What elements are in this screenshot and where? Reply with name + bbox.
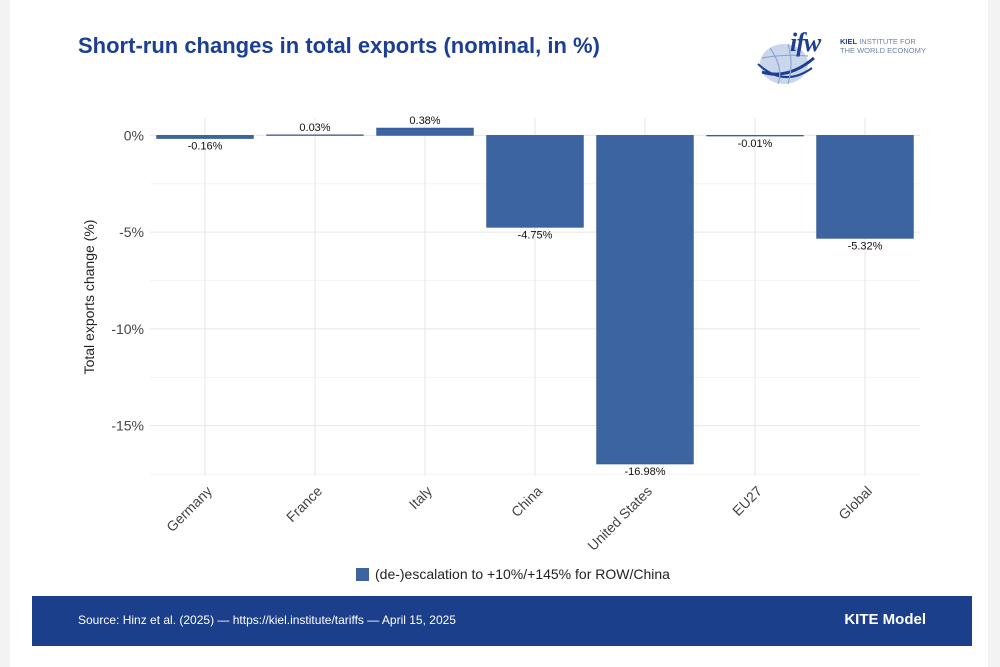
footer-source: Source: Hinz et al. (2025) — https://kie… [78,613,456,627]
y-tick-label: -10% [111,321,144,337]
footer-bar: Source: Hinz et al. (2025) — https://kie… [32,596,972,646]
data-label: -4.75% [518,229,553,241]
x-tick-label: Global [835,483,875,523]
y-tick-label: -15% [111,418,144,434]
logo-wordmark: ifw [790,28,821,57]
data-label: 0.03% [299,122,330,134]
chart-card [10,0,988,667]
chart-title: Short-run changes in total exports (nomi… [78,33,600,58]
bar [266,134,364,136]
x-tick-label: EU27 [729,483,765,519]
x-tick-label: Germany [163,483,215,535]
x-tick-label: France [283,483,325,525]
data-label: 0.38% [409,115,440,127]
bar [486,135,584,228]
data-label: -5.32% [848,240,883,252]
bar [596,135,694,465]
logo-line1-bold: KIEL [840,37,858,46]
data-label: -16.98% [625,466,666,478]
legend-swatch [356,567,369,581]
x-tick-label: United States [584,483,655,554]
legend-label: (de-)escalation to +10%/+145% for ROW/Ch… [375,566,670,582]
globe-icon [757,43,815,85]
bar [816,135,914,239]
bar [706,135,804,137]
logo-line1: INSTITUTE FOR [859,37,916,46]
y-axis-label: Total exports change (%) [81,220,97,375]
bar-chart: 0% -5% -10% -15% Total exports change (%) -0.… [81,115,920,554]
data-label: -0.16% [188,141,223,153]
logo-subtitle: KIEL INSTITUTE FOR THE WORLD ECONOMY [840,37,926,55]
y-tick-label: 0% [124,127,144,143]
logo-line2: THE WORLD ECONOMY [840,46,926,55]
chart-legend: (de-)escalation to +10%/+145% for ROW/Ch… [356,566,670,582]
x-tick-label: Italy [406,483,435,512]
footer-model-label: KITE Model [844,611,926,628]
data-label: -0.01% [738,138,773,150]
y-tick-label: -5% [119,224,144,240]
bar [156,135,254,139]
bar [376,127,474,136]
x-tick-label: China [508,483,545,520]
